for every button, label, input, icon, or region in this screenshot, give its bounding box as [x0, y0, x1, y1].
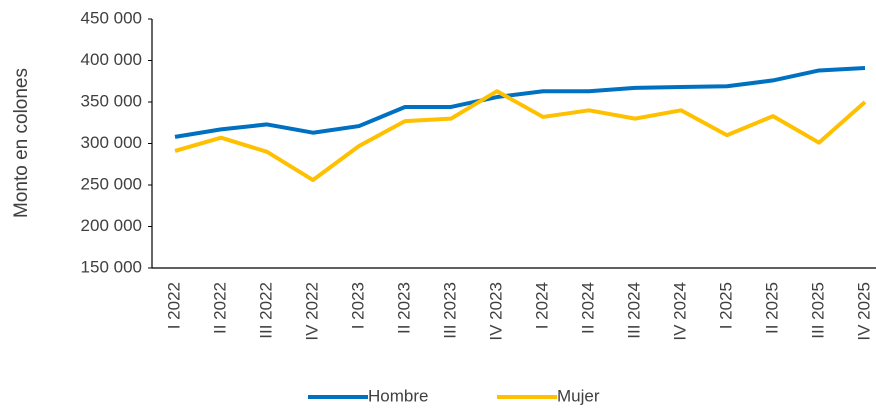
- legend-label: Mujer: [557, 386, 600, 405]
- legend-label: Hombre: [368, 386, 428, 405]
- y-tick-label: 150 000: [81, 257, 142, 276]
- x-tick-label: I 2023: [348, 282, 367, 329]
- line-series: [174, 89, 867, 183]
- x-tick-label: II 2022: [210, 282, 229, 334]
- x-tick-label: I 2022: [164, 282, 183, 329]
- x-tick-label: III 2025: [808, 282, 827, 339]
- y-tick-label: 450 000: [81, 8, 142, 27]
- y-tick-label: 200 000: [81, 216, 142, 235]
- x-tick-label: I 2025: [716, 282, 735, 329]
- y-tick-label: 400 000: [81, 50, 142, 69]
- x-tick-label: II 2024: [578, 282, 597, 334]
- x-tick-label: IV 2024: [670, 282, 689, 341]
- x-tick-label: III 2022: [256, 282, 275, 339]
- x-tick-label: IV 2022: [302, 282, 321, 341]
- y-tick-label: 300 000: [81, 133, 142, 152]
- x-tick-label: IV 2025: [854, 282, 873, 341]
- x-tick-label: IV 2023: [486, 282, 505, 341]
- line-series: [174, 65, 866, 139]
- y-axis-label: Monto en colones: [11, 68, 32, 218]
- x-tick-label: II 2023: [394, 282, 413, 334]
- x-tick-label: III 2023: [440, 282, 459, 339]
- x-tick-label: II 2025: [762, 282, 781, 334]
- x-tick-label: III 2024: [624, 282, 643, 339]
- y-tick-label: 250 000: [81, 174, 142, 193]
- x-tick-label: I 2024: [532, 282, 551, 329]
- y-tick-label: 350 000: [81, 91, 142, 110]
